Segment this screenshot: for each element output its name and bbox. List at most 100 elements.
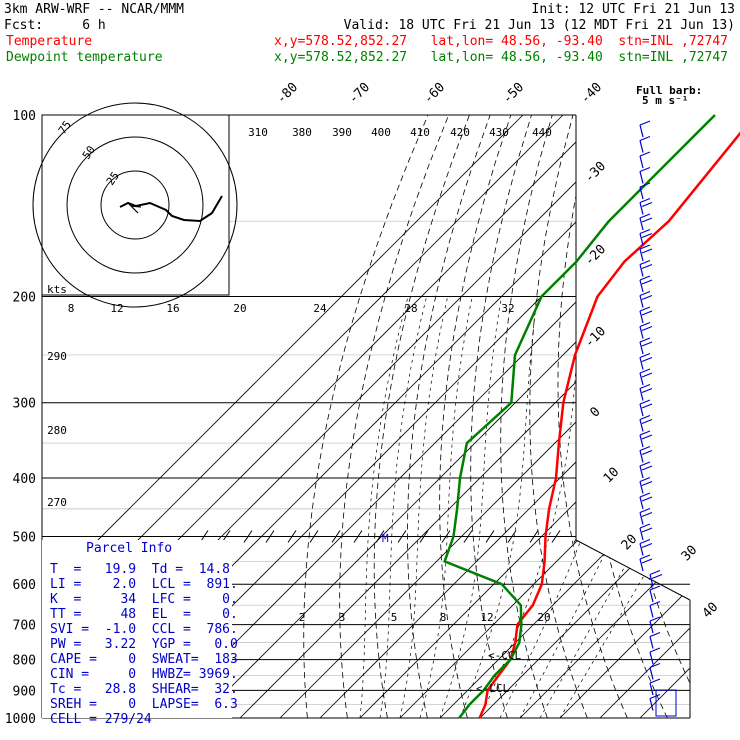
wind-barb-flag bbox=[649, 693, 661, 700]
parcel-info-row: K = 34 LFC = 0. bbox=[50, 592, 238, 607]
moist-adiabat bbox=[519, 296, 690, 718]
wind-barb-flag bbox=[641, 325, 653, 332]
isotherm-label: 40 bbox=[700, 600, 722, 622]
wind-barb-flag bbox=[639, 306, 651, 312]
wind-barb-staff bbox=[639, 450, 644, 463]
wind-barb-flag bbox=[639, 399, 651, 405]
m-marker: M bbox=[382, 532, 389, 545]
wind-barb-flag bbox=[639, 228, 651, 235]
wind-barb-staff bbox=[639, 403, 644, 417]
wind-barb-flag bbox=[639, 120, 651, 126]
wind-barb-flag bbox=[649, 662, 661, 669]
dry-adiabat-label: 270 bbox=[47, 496, 67, 509]
mixing-ratio-label: 28 bbox=[404, 302, 417, 315]
wind-barb-flag bbox=[639, 213, 651, 219]
wind-barb-flag bbox=[641, 372, 653, 378]
dry-adiabat bbox=[686, 115, 690, 718]
parcel-info-row: Tc = 28.8 SHEAR= 32. bbox=[50, 682, 238, 697]
mixing-ratio-low-label: 3 bbox=[339, 611, 346, 624]
wind-barb-staff bbox=[639, 264, 644, 277]
wind-barb-flag bbox=[639, 368, 651, 374]
isotherm-label: 10 bbox=[601, 465, 623, 487]
wind-barb-flag bbox=[641, 480, 653, 487]
wind-barb-flag bbox=[641, 403, 653, 409]
wind-barb-staff bbox=[639, 186, 644, 200]
pressure-label: 500 bbox=[13, 530, 36, 545]
wind-barb-staff bbox=[639, 558, 644, 572]
wind-barb-staff bbox=[639, 140, 644, 153]
wind-barb-staff bbox=[649, 574, 654, 587]
mixing-ratio-label: 8 bbox=[68, 302, 75, 315]
wind-barb-staff bbox=[639, 496, 644, 510]
dry-adiabat-label: 280 bbox=[47, 424, 67, 437]
mixing-ratio-low-label: 12 bbox=[480, 611, 493, 624]
dry-adiabat bbox=[529, 115, 588, 718]
wind-barb-staff bbox=[649, 636, 654, 649]
mixing-ratio-label: 24 bbox=[313, 302, 327, 315]
wind-barb-flag bbox=[639, 414, 651, 421]
wind-barb-flag bbox=[639, 275, 651, 281]
wind-barb-flag bbox=[649, 600, 661, 607]
isotherm-line bbox=[42, 115, 524, 718]
dry-adiabat bbox=[303, 115, 429, 718]
model-title: 3km ARW-WRF -- NCAR/MMM bbox=[4, 2, 184, 17]
wind-barb-flag bbox=[641, 356, 653, 363]
parcel-info-row: CAPE = 0 SWEAT= 183 bbox=[50, 652, 238, 667]
wind-barb-flag bbox=[651, 573, 663, 580]
wind-barb-flag bbox=[641, 542, 653, 549]
mixing-ratio-low-label: 5 bbox=[391, 611, 398, 624]
wind-barb-staff bbox=[649, 698, 654, 711]
pressure-label: 400 bbox=[13, 472, 36, 487]
header: 3km ARW-WRF -- NCAR/MMM Init: 12 UTC Fri … bbox=[4, 2, 735, 65]
isotherm-line bbox=[519, 115, 690, 718]
hodograph-units: kts bbox=[47, 283, 67, 296]
parcel-info-row: CIN = 0 HWBZ= 3969. bbox=[50, 667, 238, 682]
theta-label: 380 bbox=[292, 126, 312, 139]
wind-barb-flag bbox=[639, 492, 651, 498]
series-layer bbox=[443, 114, 740, 719]
isotherm-line bbox=[279, 115, 690, 718]
moist-adiabat bbox=[419, 296, 473, 718]
dry-adiabat bbox=[711, 115, 740, 718]
moist-adiabat bbox=[379, 296, 427, 718]
wind-barb-staff bbox=[649, 682, 654, 696]
wind-barb-flag bbox=[649, 585, 661, 591]
wind-barb-staff bbox=[639, 357, 644, 370]
wind-barb-staff bbox=[639, 388, 644, 401]
parcel-info-row: LI = 2.0 LCL = 891. bbox=[50, 577, 238, 592]
parcel-info-row: CELL = 279/24 bbox=[50, 712, 152, 727]
isotherm-line bbox=[559, 115, 690, 718]
pressure-label: 300 bbox=[13, 397, 36, 412]
wind-barb-flag bbox=[639, 259, 651, 266]
wind-barb-flag bbox=[639, 430, 651, 436]
parcel-info-row: SVI = -1.0 CCL = 786. bbox=[50, 622, 238, 637]
isotherm-line bbox=[599, 115, 690, 718]
wind-barb-staff bbox=[639, 233, 644, 246]
wind-barb-flag bbox=[639, 476, 651, 483]
wind-barb-flag bbox=[639, 244, 651, 250]
isotherm-label: -60 bbox=[421, 80, 448, 107]
temperature-legend: Temperature bbox=[6, 34, 92, 49]
hodograph-ring bbox=[100, 170, 170, 240]
isotherm-line bbox=[439, 115, 690, 718]
wind-barb-flag bbox=[639, 197, 651, 204]
hodograph-ring bbox=[66, 136, 204, 274]
wind-barb-staff bbox=[639, 279, 644, 293]
parcel-info-row: SREH = 0 LAPSE= 6.3 bbox=[50, 697, 238, 712]
pressure-label: 600 bbox=[13, 578, 36, 593]
moist-adiabat bbox=[359, 296, 409, 718]
wind-barb-flag bbox=[649, 631, 661, 638]
wind-barb-flag bbox=[641, 263, 653, 270]
wind-barb-flag bbox=[649, 647, 661, 653]
right-border-slant bbox=[575, 539, 691, 601]
isotherm-line bbox=[199, 115, 690, 718]
isotherm-label: -70 bbox=[346, 80, 373, 107]
wind-barb-staff bbox=[649, 605, 654, 618]
temperature-line bbox=[478, 131, 740, 719]
isotherm-line bbox=[399, 115, 690, 718]
parcel-info-row: PW = 3.22 YGP = 0.0 bbox=[50, 637, 238, 652]
theta-label: 440 bbox=[532, 126, 552, 139]
parcel-info-row: TT = 48 EL = 0. bbox=[50, 607, 238, 622]
wind-barb-staff bbox=[639, 481, 644, 494]
